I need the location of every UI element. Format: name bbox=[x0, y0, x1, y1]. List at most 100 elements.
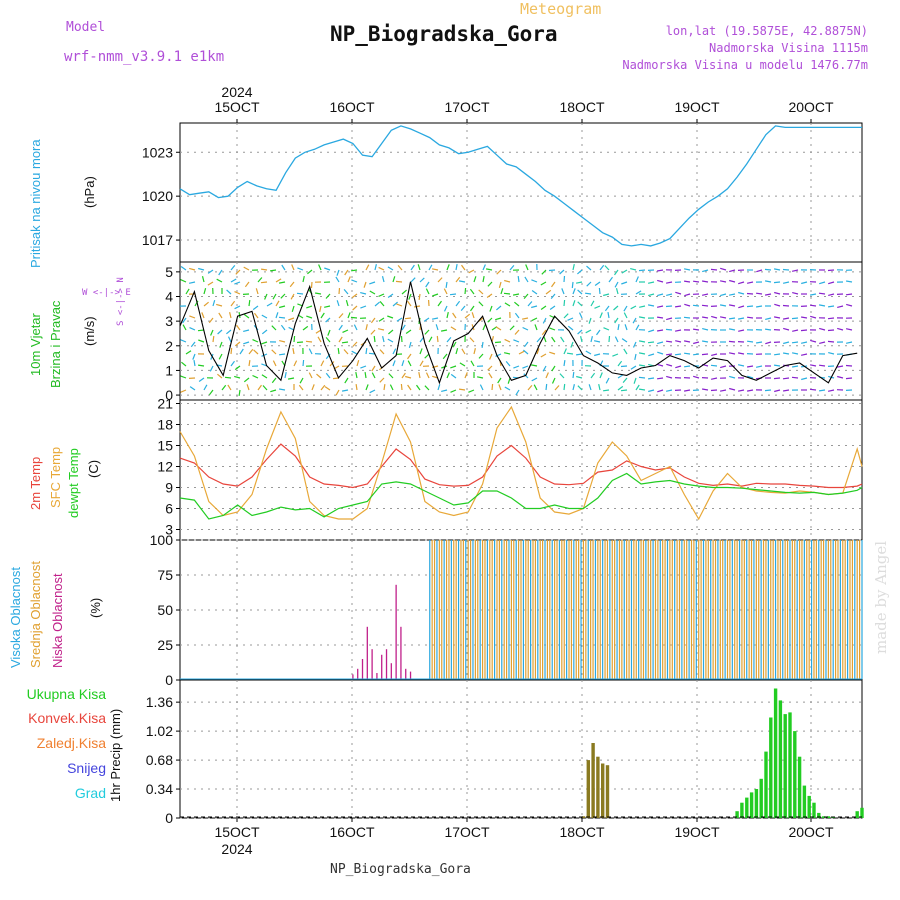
wind-arrow bbox=[674, 353, 682, 356]
wind-arrow bbox=[810, 304, 817, 307]
wind-arrow bbox=[638, 352, 646, 355]
wind-arrow bbox=[248, 300, 251, 307]
wind-arrow bbox=[356, 360, 360, 367]
wind-arrow bbox=[360, 292, 367, 295]
wind-arrow bbox=[792, 292, 799, 295]
wind-arrow bbox=[407, 384, 412, 391]
wind-arrow bbox=[185, 350, 192, 355]
wind-arrow bbox=[827, 340, 835, 343]
wind-arrow bbox=[188, 281, 196, 284]
wind-arrow bbox=[351, 293, 358, 299]
wind-arrow bbox=[615, 288, 619, 295]
wind-arrow bbox=[527, 301, 533, 307]
wind-arrow bbox=[845, 364, 853, 367]
precip-bar bbox=[783, 714, 787, 818]
wind-arrow bbox=[800, 329, 808, 332]
wind-arrow bbox=[782, 317, 790, 320]
wind-arrow bbox=[710, 389, 718, 392]
wind-arrow bbox=[617, 385, 624, 391]
wind-arrow bbox=[534, 324, 538, 331]
wind-arrow bbox=[207, 281, 214, 286]
wind-arrow bbox=[719, 304, 727, 307]
precip-bar bbox=[745, 797, 749, 818]
wind-arrow bbox=[261, 268, 268, 271]
wind-arrow bbox=[374, 301, 380, 307]
wind-arrow bbox=[289, 281, 295, 288]
wind-arrow bbox=[702, 328, 709, 331]
wind-arrow bbox=[468, 389, 475, 393]
wind-arrow bbox=[614, 281, 619, 288]
wind-arrow bbox=[383, 384, 386, 391]
wind-arrow bbox=[244, 281, 250, 288]
wind-arrow bbox=[275, 278, 282, 283]
wind-arrow bbox=[578, 312, 583, 319]
xtick-label-bottom: 19OCT bbox=[674, 824, 720, 840]
wind-arrow bbox=[567, 317, 574, 321]
wind-arrow bbox=[657, 389, 664, 393]
wind-arrow bbox=[792, 329, 799, 332]
ytick-label-temperature: 9 bbox=[165, 480, 173, 496]
wind-arrow bbox=[608, 335, 611, 343]
wind-arrow bbox=[531, 305, 538, 309]
wind-arrow bbox=[577, 301, 583, 307]
wind-arrow bbox=[845, 341, 853, 344]
wind-arrow bbox=[639, 388, 646, 391]
precip-bar bbox=[797, 756, 802, 818]
precip-bar bbox=[754, 789, 759, 818]
wind-arrow bbox=[551, 336, 556, 343]
wind-arrow bbox=[800, 316, 808, 319]
wind-arrow bbox=[212, 300, 216, 307]
wind-arrow bbox=[638, 376, 646, 379]
wind-arrow bbox=[293, 360, 298, 367]
wind-arrow bbox=[401, 372, 406, 379]
wind-arrow bbox=[443, 288, 448, 295]
wind-arrow bbox=[818, 292, 826, 295]
wind-arrow bbox=[306, 315, 313, 319]
ytick-label-pressure: 1017 bbox=[142, 232, 173, 248]
wind-arrow bbox=[632, 317, 637, 324]
wind-arrow bbox=[317, 336, 322, 343]
wind-arrow bbox=[449, 293, 457, 296]
wind-arrow bbox=[257, 384, 262, 391]
ytick-label-cloud_cover: 100 bbox=[150, 532, 174, 548]
wind-arrow bbox=[521, 317, 529, 320]
wind-arrow bbox=[551, 281, 556, 288]
wind-arrow bbox=[246, 384, 250, 391]
wind-arrow bbox=[243, 266, 250, 271]
wind-arrow bbox=[387, 315, 394, 319]
wind-arrow bbox=[395, 280, 403, 283]
wind-arrow bbox=[608, 276, 613, 283]
wind-arrow bbox=[623, 312, 628, 319]
wind-arrow bbox=[458, 280, 466, 283]
wind-arrow bbox=[522, 365, 529, 369]
wind-arrow bbox=[657, 377, 664, 380]
wind-arrow bbox=[382, 336, 385, 343]
panel-frame-precipitation bbox=[179, 679, 863, 819]
wind-arrow bbox=[498, 384, 502, 391]
wind-arrow bbox=[307, 269, 313, 275]
wind-arrow bbox=[365, 384, 369, 391]
wind-arrow bbox=[675, 291, 682, 295]
wind-arrow bbox=[711, 315, 718, 319]
wind-arrow bbox=[280, 293, 286, 299]
ytick-label-wind: 5 bbox=[165, 264, 173, 280]
wind-arrow bbox=[782, 268, 790, 271]
precip-bar bbox=[821, 816, 826, 818]
model-name: wrf-nmm_v3.9.1 e1km bbox=[64, 49, 225, 65]
wind-arrow bbox=[494, 341, 502, 344]
wind-arrow bbox=[593, 340, 601, 343]
wind-arrow bbox=[473, 276, 477, 283]
wind-arrow bbox=[729, 375, 736, 379]
xtick-label-bottom: 18OCT bbox=[559, 824, 605, 840]
wind-arrow bbox=[379, 377, 385, 383]
wind-arrow bbox=[405, 329, 412, 334]
wind-arrow bbox=[598, 383, 601, 391]
wind-arrow bbox=[603, 293, 610, 297]
wind-arrow bbox=[503, 352, 511, 355]
wind-arrow bbox=[379, 301, 385, 307]
wind-arrow bbox=[407, 360, 412, 367]
wind-arrow bbox=[542, 365, 547, 372]
wind-arrow bbox=[782, 281, 790, 284]
wind-arrow bbox=[271, 325, 277, 331]
precip-bar bbox=[807, 795, 811, 818]
